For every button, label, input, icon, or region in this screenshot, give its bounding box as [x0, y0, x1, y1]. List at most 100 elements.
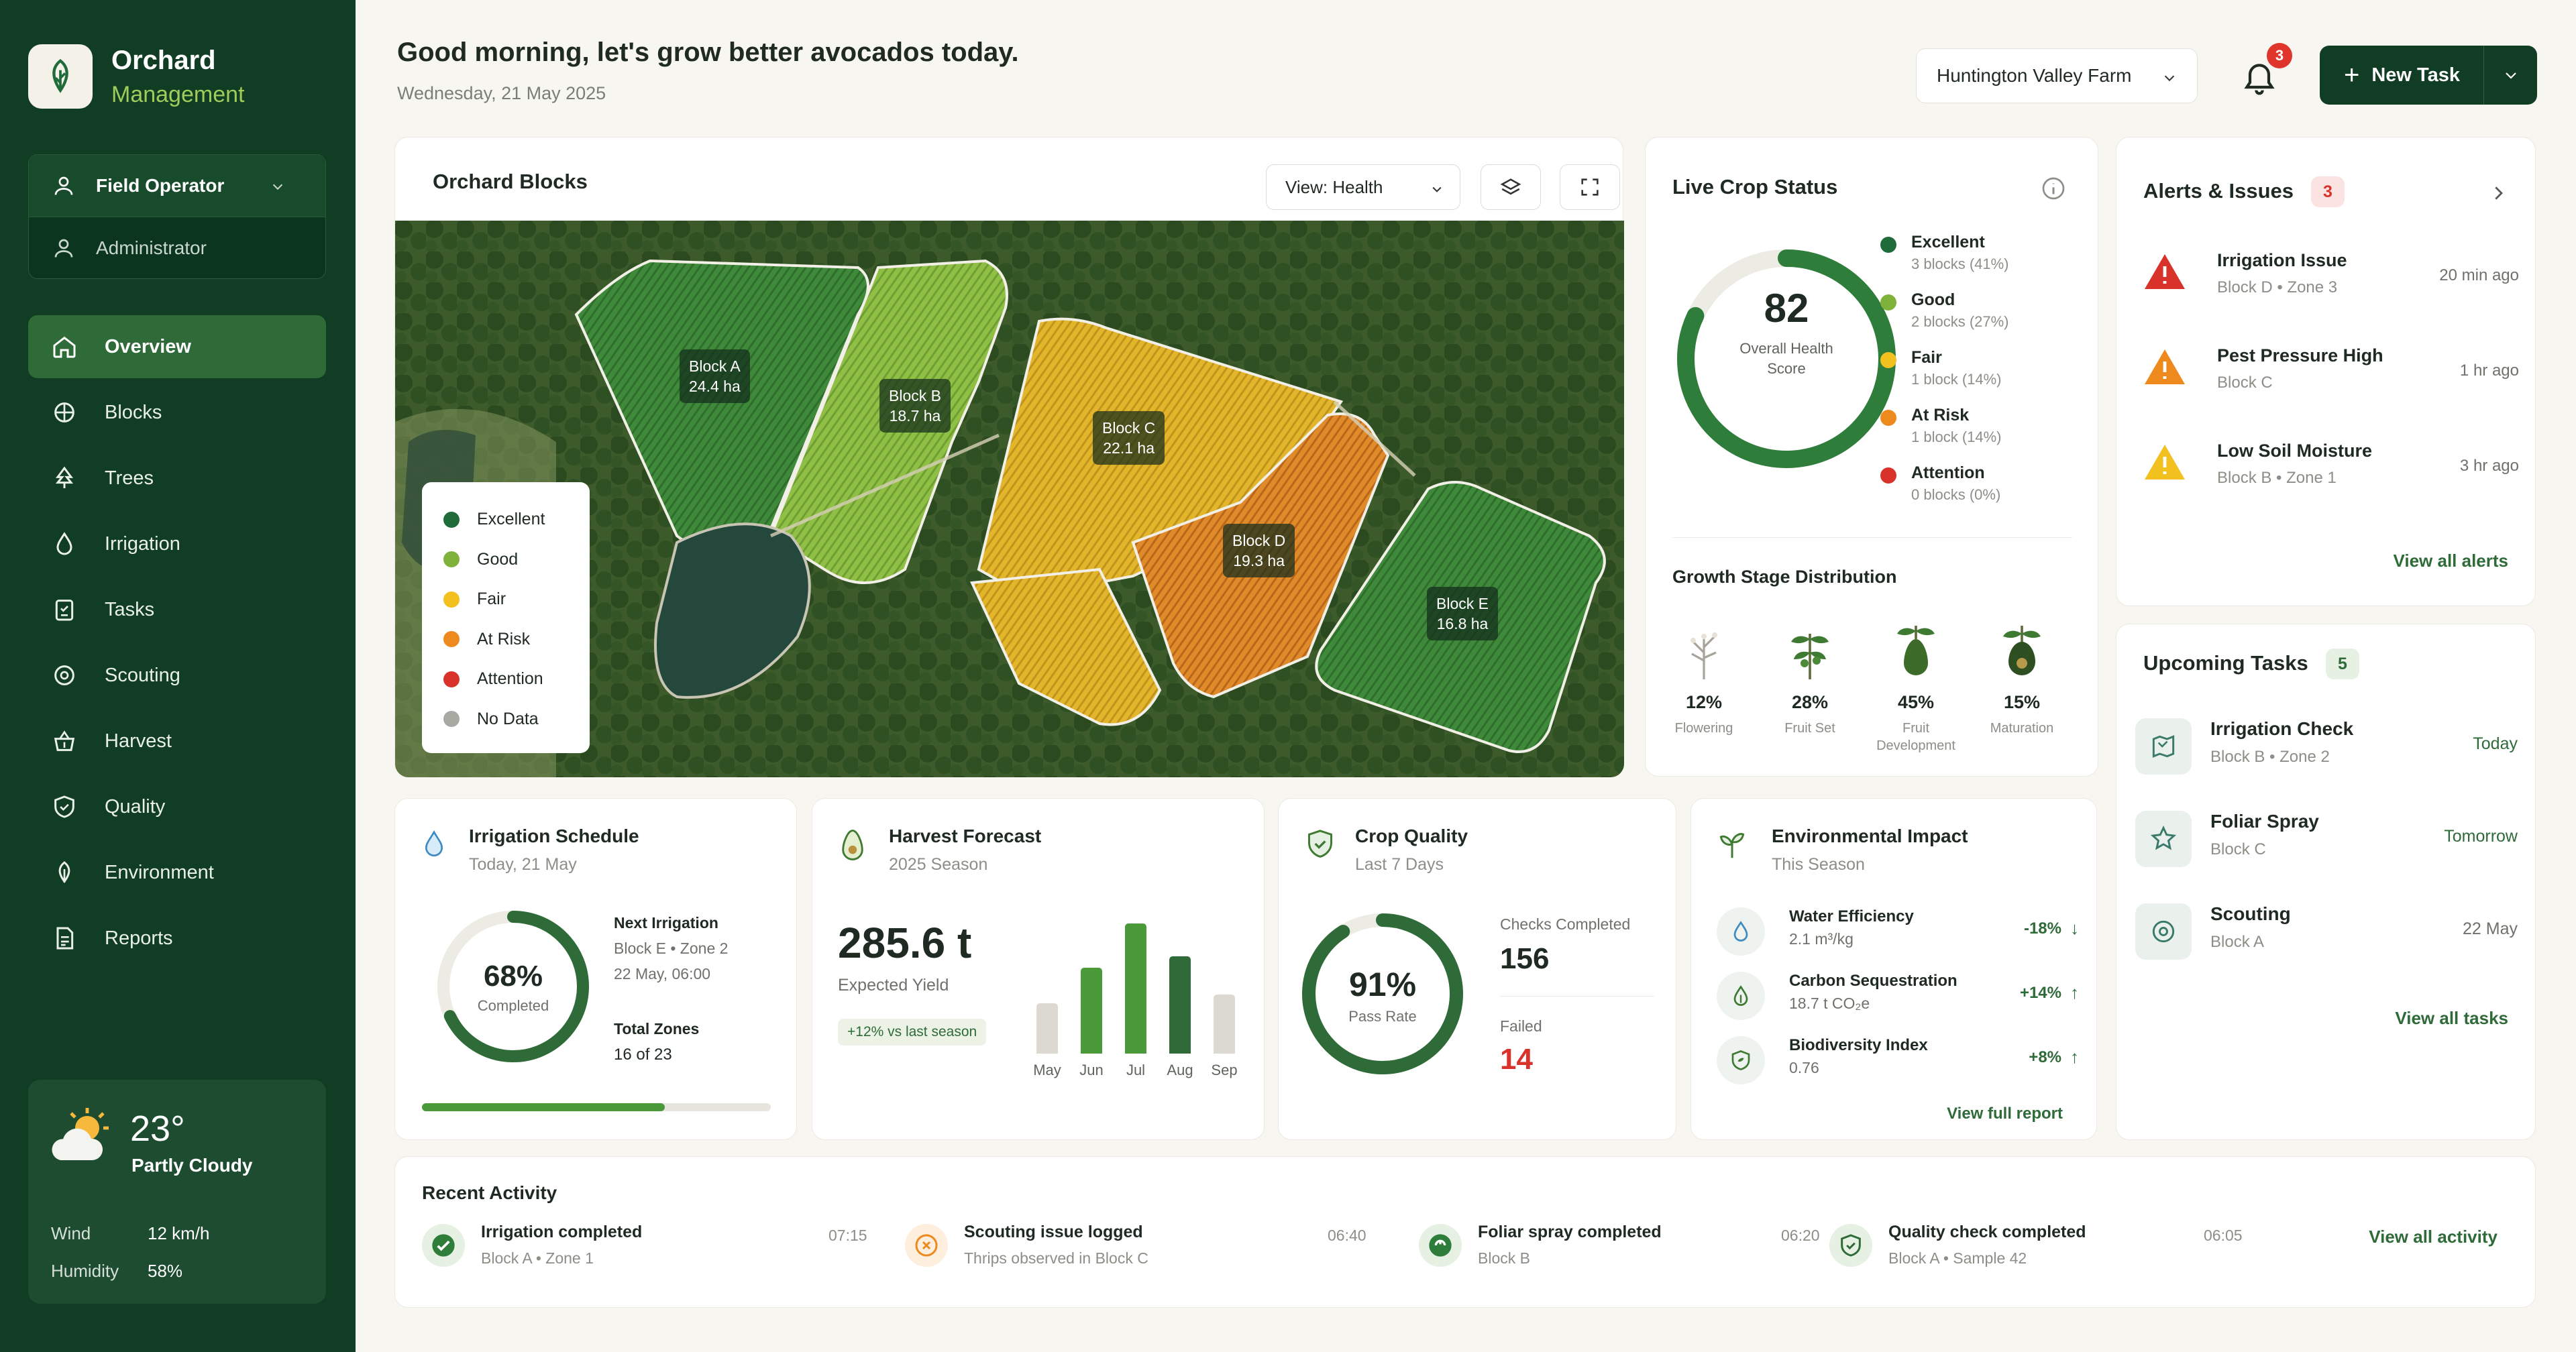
- arrow-down-icon: ↓: [2070, 918, 2079, 938]
- card-title: Harvest Forecast: [889, 826, 1042, 846]
- activity-item[interactable]: Scouting issue logged Thrips observed in…: [905, 1223, 1366, 1291]
- check-circle-icon: [432, 1234, 455, 1257]
- harvest-bar-sep: [1214, 995, 1235, 1054]
- info-icon[interactable]: [2040, 175, 2067, 202]
- env-item: Carbon Sequestration 18.7 t CO₂e +14% ↑: [1717, 968, 2079, 1027]
- shield-check-icon: [1308, 830, 1332, 858]
- blocks-icon: [54, 402, 74, 422]
- yield-change-badge: +12% vs last season: [838, 1019, 987, 1046]
- pass-rate-arc: [1302, 913, 1463, 1074]
- bell-icon[interactable]: [2241, 59, 2278, 97]
- sidebar-item-trees[interactable]: Trees: [28, 447, 326, 510]
- card-sub: This Season: [1772, 855, 1865, 874]
- brand-name: Orchard: [111, 46, 216, 75]
- view-all-activity-link[interactable]: View all activity: [2369, 1227, 2498, 1247]
- env-icon-box: [1717, 972, 1765, 1020]
- view-all-tasks-link[interactable]: View all tasks: [2395, 1008, 2508, 1028]
- task-when: Today: [2473, 734, 2518, 753]
- role-current[interactable]: Field Operator: [29, 155, 325, 217]
- stage-pct: 45%: [1897, 692, 1935, 712]
- sidebar-item-harvest[interactable]: Harvest: [28, 710, 326, 773]
- live-crop-status-card: Live Crop Status 82 Overall Health Score …: [1645, 137, 2098, 777]
- block-d-label[interactable]: Block D 19.3 ha: [1223, 524, 1295, 577]
- stage-label: Fruit Set: [1784, 721, 1835, 736]
- user-icon: [54, 239, 73, 258]
- sidebar: Orchard Management Field Operator Admini…: [0, 0, 356, 1352]
- new-task-main[interactable]: + New Task: [2320, 46, 2483, 105]
- block-name: Block B: [889, 387, 941, 404]
- farm-select-value: Huntington Valley Farm: [1937, 65, 2132, 86]
- task-item[interactable]: Irrigation Check Block B • Zone 2 Today: [2135, 705, 2518, 785]
- block-b-label[interactable]: Block B 18.7 ha: [879, 379, 951, 433]
- biodiversity-shield-icon: [1731, 1050, 1750, 1070]
- sidebar-item-scouting[interactable]: Scouting: [28, 644, 326, 707]
- activity-sub: Thrips observed in Block C: [964, 1249, 1148, 1267]
- card-title: Alerts & Issues: [2143, 179, 2294, 203]
- warning-icon: [2145, 445, 2185, 480]
- scouting-issue-icon: [915, 1234, 938, 1257]
- task-item[interactable]: Foliar Spray Block C Tomorrow: [2135, 797, 2518, 878]
- stage-fruit-development: 45% Fruit Development: [1866, 620, 1966, 754]
- status-dot: [1880, 237, 1896, 253]
- view-select[interactable]: View: Health: [1266, 164, 1460, 210]
- legend-item: Attention: [443, 659, 590, 699]
- alert-item[interactable]: Low Soil Moisture Block B • Zone 1 3 hr …: [2143, 427, 2519, 508]
- new-task-label: New Task: [2371, 64, 2460, 86]
- block-a-label[interactable]: Block A 24.4 ha: [680, 349, 750, 403]
- sidebar-item-environment[interactable]: Environment: [28, 841, 326, 904]
- leaf-icon: [58, 861, 70, 883]
- orchard-map[interactable]: Block A 24.4 ha Block B 18.7 ha Block C 22.…: [395, 221, 1624, 777]
- sidebar-item-blocks[interactable]: Blocks: [28, 381, 326, 444]
- sidebar-item-quality[interactable]: Quality: [28, 775, 326, 838]
- legend-item: No Data: [443, 699, 590, 740]
- shield-check-icon: [1841, 1234, 1861, 1257]
- fullscreen-button[interactable]: [1560, 164, 1620, 210]
- task-item[interactable]: Scouting Block A 22 May: [2135, 890, 2518, 970]
- environmental-impact-card: Environmental Impact This Season Water E…: [1690, 798, 2097, 1140]
- alert-item[interactable]: Pest Pressure High Block C 1 hr ago: [2143, 332, 2519, 412]
- block-c-label[interactable]: Block C 22.1 ha: [1093, 411, 1165, 465]
- total-zones-value: 16 of 23: [614, 1046, 672, 1064]
- scouting-target-icon: [2152, 920, 2175, 943]
- activity-icon-box: [1829, 1224, 1872, 1267]
- stage-label: Fruit Development: [1876, 721, 1955, 753]
- env-name: Biodiversity Index: [1789, 1036, 1928, 1054]
- farm-select[interactable]: Huntington Valley Farm: [1916, 48, 2198, 103]
- clipboard-icon: [55, 600, 74, 621]
- sidebar-item-overview[interactable]: Overview: [28, 315, 326, 378]
- new-task-button[interactable]: + New Task: [2320, 46, 2537, 105]
- stage-fruit-set: 28% Fruit Set: [1760, 620, 1860, 737]
- block-area: 24.4 ha: [689, 378, 741, 395]
- alert-item[interactable]: Irrigation Issue Block D • Zone 3 20 min…: [2143, 237, 2519, 317]
- view-full-report-link[interactable]: View full report: [1947, 1105, 2063, 1123]
- alert-sub: Block D • Zone 3: [2217, 278, 2338, 296]
- block-e-label[interactable]: Block E 16.8 ha: [1427, 587, 1498, 640]
- sidebar-item-tasks[interactable]: Tasks: [28, 578, 326, 641]
- avocado-icon: [842, 830, 863, 860]
- divider: [1672, 537, 2072, 538]
- card-title: Environmental Impact: [1772, 826, 1968, 846]
- shield-check-icon: [54, 795, 74, 818]
- activity-item[interactable]: Quality check completed Block A • Sample…: [1829, 1223, 2259, 1291]
- chevron-right-icon[interactable]: [2488, 183, 2508, 203]
- legend-label: No Data: [477, 709, 539, 728]
- harvest-forecast-card: Harvest Forecast 2025 Season 285.6 t Exp…: [812, 798, 1265, 1140]
- activity-item[interactable]: Foliar spray completed Block B 06:20: [1419, 1223, 1835, 1291]
- failed-value: 14: [1500, 1043, 1533, 1076]
- view-all-alerts-link[interactable]: View all alerts: [2393, 551, 2508, 571]
- new-task-dropdown[interactable]: [2483, 46, 2537, 105]
- spray-star-icon: [2150, 826, 2177, 850]
- block-area: 19.3 ha: [1233, 552, 1285, 569]
- block-area: 16.8 ha: [1436, 615, 1489, 632]
- role-option-administrator[interactable]: Administrator: [29, 217, 325, 278]
- sidebar-item-irrigation[interactable]: Irrigation: [28, 512, 326, 575]
- activity-item[interactable]: Irrigation completed Block A • Zone 1 07…: [422, 1223, 867, 1291]
- pass-rate-pct: 91%: [1348, 966, 1417, 1003]
- chevron-down-icon: [272, 184, 283, 190]
- sidebar-item-reports[interactable]: Reports: [28, 907, 326, 970]
- health-score-label: Overall Health Score: [1699, 339, 1874, 379]
- card-title: Irrigation Schedule: [469, 826, 639, 846]
- logo[interactable]: [28, 44, 93, 109]
- layers-button[interactable]: [1481, 164, 1541, 210]
- warning-icon: [2145, 349, 2185, 384]
